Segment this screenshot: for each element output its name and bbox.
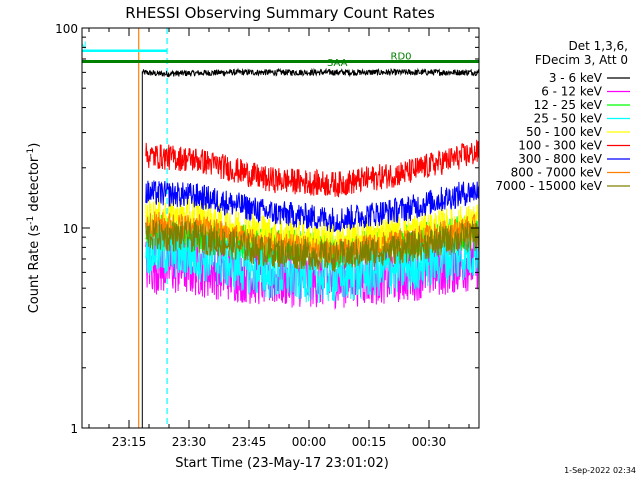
legend-header-line-1: Det 1,3,6, bbox=[569, 39, 629, 53]
y-tick-label: 100 bbox=[55, 22, 78, 36]
legend-header-line-2: FDecim 3, Att 0 bbox=[535, 53, 628, 67]
x-tick-label: 00:00 bbox=[292, 435, 327, 449]
series-line-0 bbox=[141, 67, 479, 428]
legend-label: 7000 - 15000 keV bbox=[495, 179, 602, 193]
y-axis: 1 10 100 bbox=[55, 22, 479, 436]
legend-label: 300 - 800 keV bbox=[518, 152, 602, 166]
legend-label: 800 - 7000 keV bbox=[511, 166, 603, 180]
series-line-6 bbox=[145, 180, 479, 233]
legend-label: 50 - 100 keV bbox=[526, 125, 603, 139]
y-tick-label: 10 bbox=[63, 222, 78, 236]
flag-label-saa: SAA bbox=[327, 58, 348, 69]
x-tick-label: 23:15 bbox=[112, 435, 147, 449]
flag-label-s: S bbox=[631, 35, 637, 46]
plot-content: N S RD0 SAA bbox=[79, 28, 637, 428]
x-axis: 23:15 23:30 23:45 00:00 00:15 00:30 bbox=[88, 28, 470, 449]
x-tick-label: 00:30 bbox=[412, 435, 447, 449]
series-line-5 bbox=[145, 139, 479, 198]
y-axis-label: Count Rate (s-1 detector-1) bbox=[26, 143, 42, 314]
legend-label: 25 - 50 keV bbox=[534, 112, 603, 126]
plot-area: N S RD0 SAA bbox=[79, 28, 637, 428]
x-tick-label: 00:15 bbox=[352, 435, 387, 449]
chart-title: RHESSI Observing Summary Count Rates bbox=[125, 4, 435, 22]
flag-label-rd0: RD0 bbox=[391, 51, 412, 62]
flag-label-n: N bbox=[79, 41, 86, 52]
x-tick-label: 23:45 bbox=[232, 435, 267, 449]
legend-label: 3 - 6 keV bbox=[549, 71, 603, 85]
x-tick-label: 23:30 bbox=[172, 435, 207, 449]
y-tick-label: 1 bbox=[70, 422, 78, 436]
timestamp: 1-Sep-2022 02:34 bbox=[564, 466, 636, 475]
legend-label: 6 - 12 keV bbox=[541, 85, 603, 99]
series-line-8 bbox=[145, 220, 479, 273]
legend-label: 12 - 25 keV bbox=[534, 98, 603, 112]
x-axis-label: Start Time (23-May-17 23:01:02) bbox=[175, 456, 389, 471]
legend-label: 100 - 300 keV bbox=[518, 139, 602, 153]
